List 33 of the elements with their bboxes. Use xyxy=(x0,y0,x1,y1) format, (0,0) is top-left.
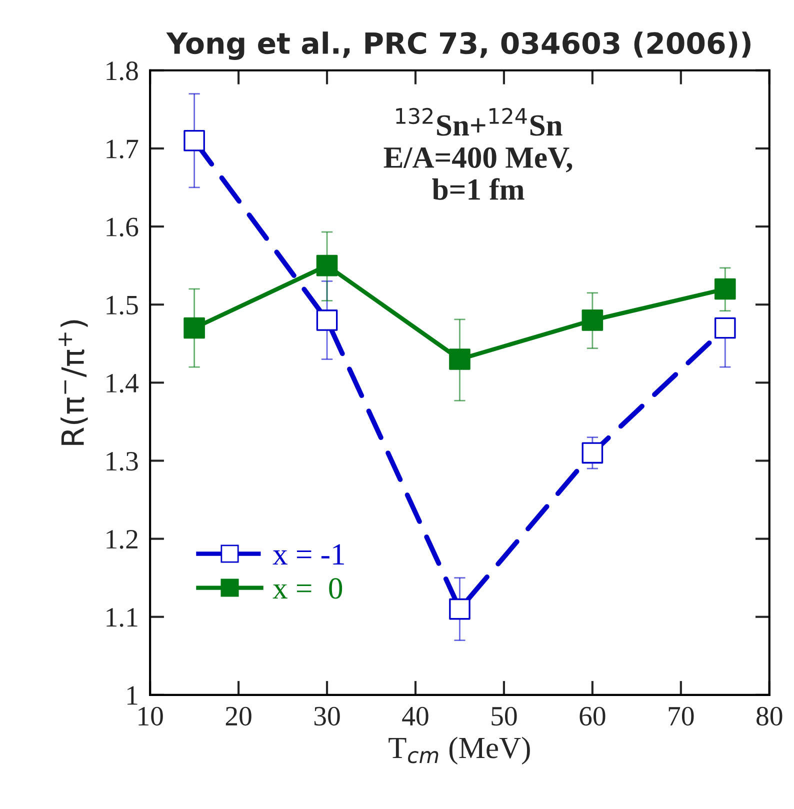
y-tick-label: 1.7 xyxy=(106,140,138,158)
chart-title: Yong et al., PRC 73, 034603 (2006)) xyxy=(166,32,750,60)
x-tick-label: 30 xyxy=(314,706,340,726)
x-tick-label: 20 xyxy=(226,706,252,726)
x-axis-title: T$_{cm}$ (MeV) xyxy=(388,736,530,764)
point xyxy=(582,442,604,464)
y-tick-label: 1.8 xyxy=(106,62,138,80)
x-tick-label: 50 xyxy=(492,706,517,726)
x-tick-label: 70 xyxy=(668,706,694,726)
x-tick-label: 40 xyxy=(402,706,428,726)
annotation: $^{132}$Sn+$^{124}$Sn E/A=400 MeV, b=1 fm xyxy=(384,108,572,200)
point xyxy=(184,317,205,339)
y-tick-label: 1.4 xyxy=(106,374,139,393)
y-tick-label: 1.6 xyxy=(106,218,138,237)
point xyxy=(184,130,205,152)
y-tick-label: 1 xyxy=(128,686,138,705)
point xyxy=(316,254,338,276)
y-tick-label: 1.1 xyxy=(106,608,138,627)
point xyxy=(316,310,338,331)
y-tick-label: 1.5 xyxy=(106,296,138,315)
y-axis-title: R(π$^{−}$/π$^{+}$) xyxy=(58,320,88,445)
x-tick-label: 80 xyxy=(756,706,782,726)
legend-label: x = -1 xyxy=(272,544,344,564)
x-tick-label: 60 xyxy=(580,706,606,726)
point xyxy=(582,310,604,331)
point xyxy=(714,317,736,339)
point xyxy=(714,278,736,300)
y-tick-label: 1.2 xyxy=(106,530,138,549)
x-tick-label: 10 xyxy=(138,706,163,726)
point xyxy=(449,598,470,620)
legend-label: x = 0 xyxy=(272,578,342,599)
y-tick-label: 1.3 xyxy=(106,452,138,471)
point xyxy=(449,348,470,370)
